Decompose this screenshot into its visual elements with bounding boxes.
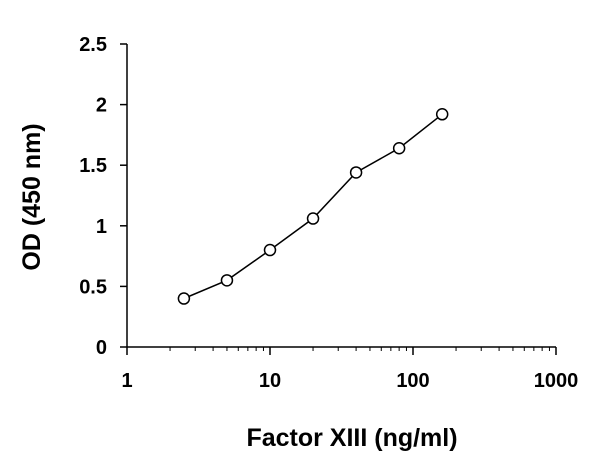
data-point	[177, 292, 191, 305]
data-point	[263, 243, 277, 257]
data-point	[306, 212, 320, 225]
y-tick-label: 1.5	[79, 155, 107, 177]
y-tick-label: 1	[96, 216, 107, 238]
x-tick-label: 1000	[534, 370, 579, 392]
y-axis-ticks: 0 0.5 1 1.5 2 2.5	[79, 34, 127, 359]
x-tick-label: 100	[396, 370, 429, 392]
y-tick-label: 0.5	[79, 276, 107, 298]
x-tick-label: 1	[121, 370, 132, 392]
y-tick-label: 2.5	[79, 34, 107, 56]
x-axis-title: Factor XIII (ng/ml)	[246, 424, 457, 452]
data-point	[349, 166, 363, 179]
data-point	[392, 141, 406, 155]
data-point	[435, 108, 449, 121]
y-axis-title: OD (450 nm)	[18, 123, 46, 270]
data-point	[220, 274, 234, 287]
x-tick-label: 10	[259, 370, 281, 392]
series-line	[183, 113, 443, 300]
series-layer	[177, 108, 449, 305]
y-tick-label: 2	[96, 95, 107, 117]
y-tick-label: 0	[96, 337, 107, 359]
x-axis-ticks: 1 10 100 1000	[121, 347, 578, 392]
axes	[126, 44, 556, 348]
